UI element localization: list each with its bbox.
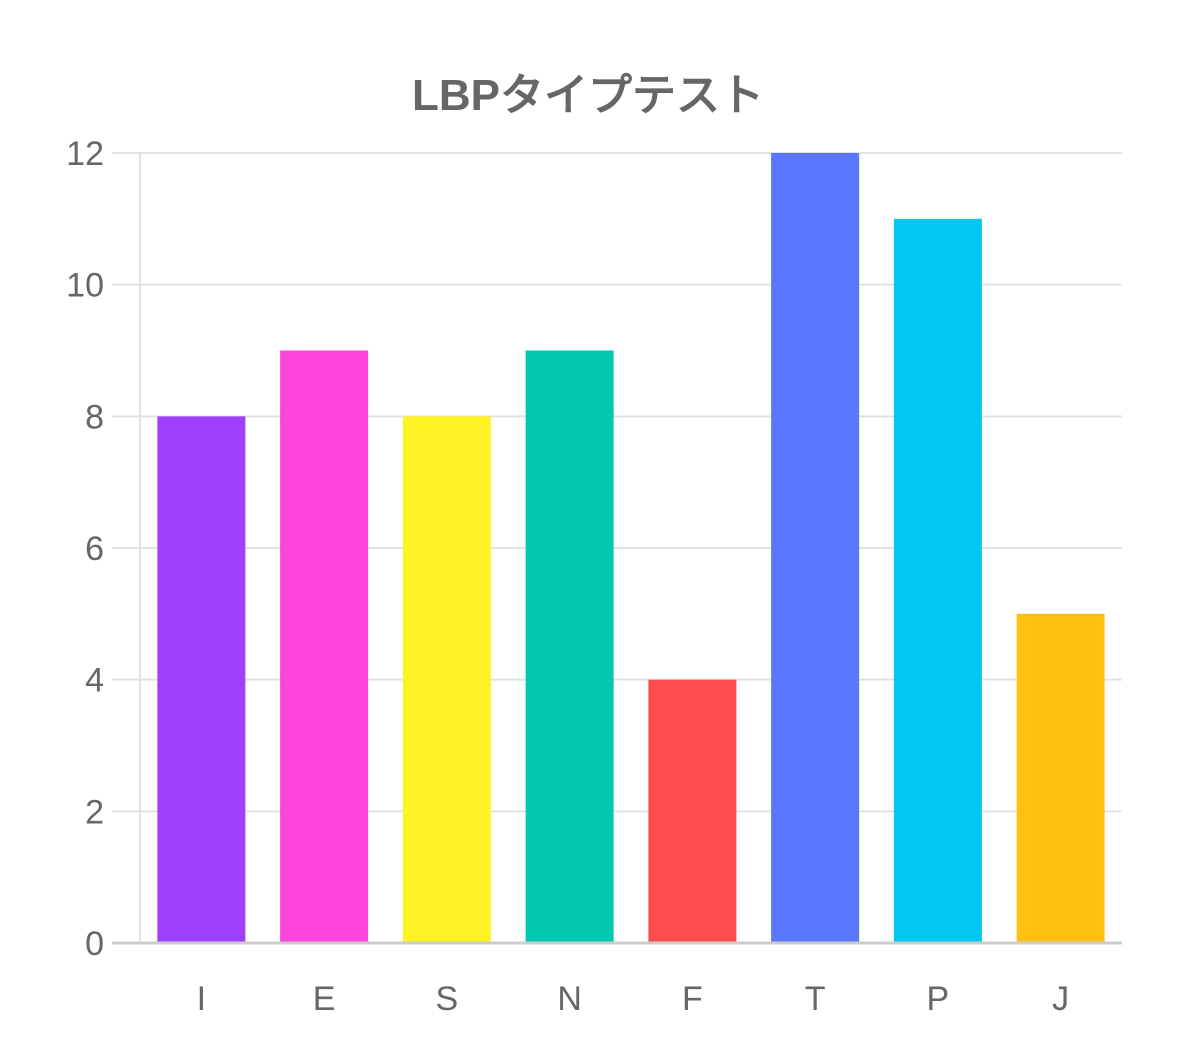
- x-tick-label: I: [197, 980, 206, 1018]
- bars: [157, 153, 1105, 944]
- bar-n[interactable]: [525, 350, 614, 944]
- x-tick-label: P: [927, 980, 950, 1018]
- y-tick-label: 2: [85, 793, 104, 831]
- y-axis-ticks: 0 2 4 6 8 10 12: [66, 135, 104, 963]
- bar-p[interactable]: [893, 218, 982, 944]
- x-tick-label: N: [557, 980, 582, 1018]
- bar-j[interactable]: [1016, 613, 1105, 943]
- bar-e[interactable]: [280, 350, 369, 944]
- bar-i[interactable]: [157, 416, 246, 943]
- x-tick-label: T: [805, 980, 826, 1018]
- y-tick-label: 0: [85, 925, 104, 963]
- x-tick-label: J: [1052, 980, 1069, 1018]
- bar-t[interactable]: [771, 153, 860, 943]
- y-tick-label: 6: [85, 530, 104, 568]
- y-tick-label: 8: [85, 398, 104, 436]
- chart-title: LBPタイプテスト: [412, 71, 764, 120]
- x-tick-label: S: [436, 980, 459, 1018]
- bar-s[interactable]: [402, 416, 491, 943]
- x-tick-label: F: [682, 980, 703, 1018]
- y-tick-label: 12: [66, 135, 104, 173]
- y-tick-label: 10: [66, 267, 104, 305]
- bar-f[interactable]: [648, 679, 737, 943]
- x-tick-label: E: [313, 980, 336, 1018]
- y-tick-label: 4: [85, 662, 104, 700]
